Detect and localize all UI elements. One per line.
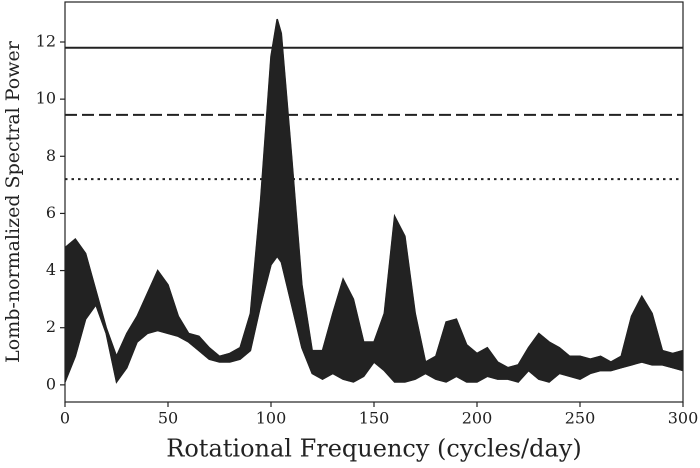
y-axis-label: Lomb-normalized Spectral Power bbox=[2, 40, 24, 363]
x-tick-label: 0 bbox=[60, 409, 70, 428]
x-tick-label: 150 bbox=[359, 409, 390, 428]
y-tick-label: 10 bbox=[36, 89, 56, 108]
band-fill bbox=[64, 19, 684, 384]
x-tick-label: 300 bbox=[668, 409, 699, 428]
y-tick-label: 4 bbox=[46, 260, 56, 279]
lower-curve bbox=[64, 255, 684, 384]
upper-curve bbox=[64, 18, 684, 369]
y-tick-label: 2 bbox=[46, 317, 56, 336]
x-tick-label: 100 bbox=[256, 409, 287, 428]
y-tick-label: 8 bbox=[46, 146, 56, 165]
x-axis-label: Rotational Frequency (cycles/day) bbox=[166, 435, 581, 463]
y-tick-label: 0 bbox=[46, 374, 56, 393]
x-tick-label: 50 bbox=[158, 409, 178, 428]
y-tick-label: 6 bbox=[46, 203, 56, 222]
x-tick-label: 200 bbox=[462, 409, 493, 428]
x-tick-label: 250 bbox=[565, 409, 596, 428]
y-tick-label: 12 bbox=[36, 32, 56, 51]
